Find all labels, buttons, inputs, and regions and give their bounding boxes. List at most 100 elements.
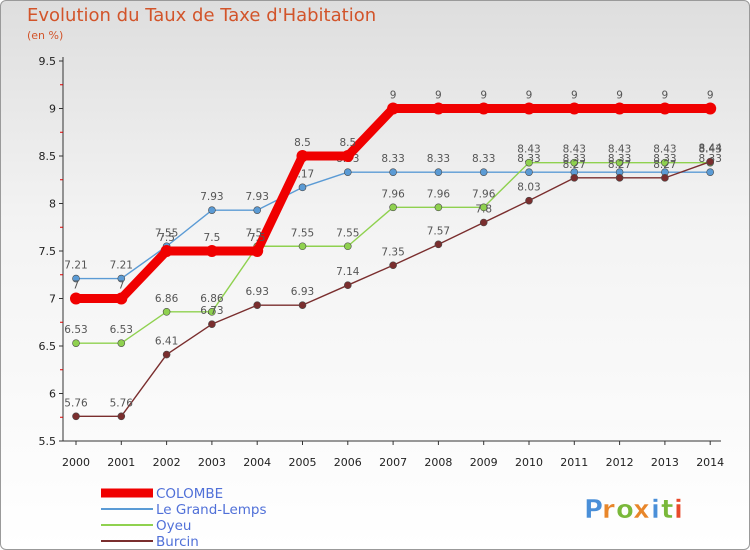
series-colombe: 7 7 7.5 7.5 7.5 8.5 8.5 9 9 9 9 9 9 9 9 [70, 90, 717, 305]
data-label: 8.5 [339, 137, 356, 149]
chart-title: Evolution du Taux de Taxe d'Habitation [27, 5, 377, 26]
data-label: 7.8 [475, 204, 492, 216]
x-tick-label: 2009 [470, 456, 498, 469]
series-oyeu: 6.53 6.53 6.86 6.86 7.55 7.55 7.55 7.96 7.96 7.96… [64, 144, 722, 347]
data-label: 7.35 [381, 246, 404, 258]
data-point [389, 261, 397, 270]
data-point [432, 102, 445, 115]
data-point [208, 320, 216, 328]
data-label: 6.53 [64, 324, 87, 336]
data-point [162, 350, 171, 359]
data-point [525, 158, 533, 167]
data-point [117, 412, 126, 421]
data-label: 7.93 [200, 191, 223, 203]
data-point [298, 301, 307, 309]
data-label: 6.53 [110, 324, 133, 336]
data-point [479, 218, 488, 227]
data-label: 7.5 [158, 232, 175, 244]
data-point [570, 174, 579, 182]
data-label: 6.86 [200, 293, 224, 305]
y-tick-label: 7.5 [39, 245, 57, 258]
data-point [253, 206, 262, 214]
data-point [72, 274, 80, 283]
data-label: 8.43 [608, 144, 631, 156]
data-point [389, 168, 397, 176]
data-label: 9 [526, 90, 533, 102]
data-point [160, 245, 173, 257]
data-label: 7.96 [381, 188, 405, 200]
y-tick-label: 6.5 [39, 340, 57, 353]
data-label: 6.93 [291, 286, 314, 298]
data-point [706, 157, 715, 166]
data-point [661, 174, 669, 182]
data-label: 5.76 [110, 397, 134, 409]
data-label: 8.33 [381, 153, 404, 165]
data-label: 9 [435, 90, 442, 102]
data-label: 8.43 [563, 144, 586, 156]
data-label: 6.93 [246, 286, 269, 298]
data-point [117, 339, 126, 347]
data-label: 8.43 [653, 144, 676, 156]
data-label: 7.21 [110, 260, 133, 272]
data-label: 9 [616, 90, 623, 102]
data-point [343, 168, 352, 176]
data-label: 8.44 [699, 143, 723, 155]
data-point [72, 339, 80, 347]
data-point [523, 102, 535, 115]
chart-series: 7.217.217.557.937.938.178.338.338.338.33… [64, 90, 723, 421]
y-tick-label: 8.5 [39, 150, 57, 163]
legend-label: Le Grand-Lemps [156, 502, 267, 518]
data-point [434, 168, 443, 176]
data-label: 7.55 [291, 227, 314, 239]
data-label: 9 [480, 90, 487, 102]
data-point [477, 102, 490, 115]
data-point [706, 168, 715, 176]
logo-letter: i [651, 495, 660, 525]
data-point [296, 150, 309, 162]
data-point [615, 158, 624, 167]
logo-letter: r [602, 495, 615, 525]
data-point [115, 292, 128, 305]
logo-letter: i [674, 495, 683, 525]
data-point [389, 203, 397, 212]
data-point [661, 158, 669, 167]
data-point [72, 412, 80, 421]
x-tick-label: 2000 [62, 456, 90, 469]
data-label: 7.14 [336, 266, 360, 278]
y-tick-label: 8 [49, 198, 56, 211]
data-point [162, 307, 171, 316]
data-label: 8.43 [517, 144, 540, 156]
data-point [570, 158, 579, 167]
data-label: 7.55 [336, 227, 359, 239]
data-label: 7.96 [472, 188, 496, 200]
data-point [117, 274, 126, 283]
x-tick-label: 2014 [696, 456, 724, 469]
data-point [387, 102, 400, 115]
data-label: 8.33 [472, 153, 495, 165]
x-tick-label: 2011 [560, 456, 588, 469]
legend-label: Oyeu [156, 518, 191, 534]
x-tick-label: 2003 [198, 456, 226, 469]
data-point [434, 240, 443, 249]
chart-axes: 5.5 6 6.5 7 7.5 8 8.5 9 9.5 2000 2001 2002 2003 2004 2… [39, 55, 725, 469]
logo-letter: o [616, 495, 634, 525]
data-label: 7 [73, 280, 80, 292]
y-tick-label: 6 [49, 388, 56, 401]
x-tick-label: 2012 [606, 456, 634, 469]
data-label: 8.5 [294, 137, 311, 149]
data-point [343, 281, 352, 290]
logo-letter: x [633, 495, 650, 525]
logo-letter: t [661, 495, 673, 525]
data-point [568, 102, 581, 115]
data-label: 6.73 [200, 305, 223, 317]
data-point [343, 242, 352, 251]
data-label: 7.21 [64, 260, 87, 272]
x-tick-label: 2002 [153, 456, 181, 469]
data-point [434, 203, 443, 212]
data-point [525, 168, 533, 176]
x-tick-label: 2010 [515, 456, 543, 469]
data-point [615, 174, 624, 182]
data-point [298, 183, 307, 192]
data-label: 8.03 [517, 182, 540, 194]
